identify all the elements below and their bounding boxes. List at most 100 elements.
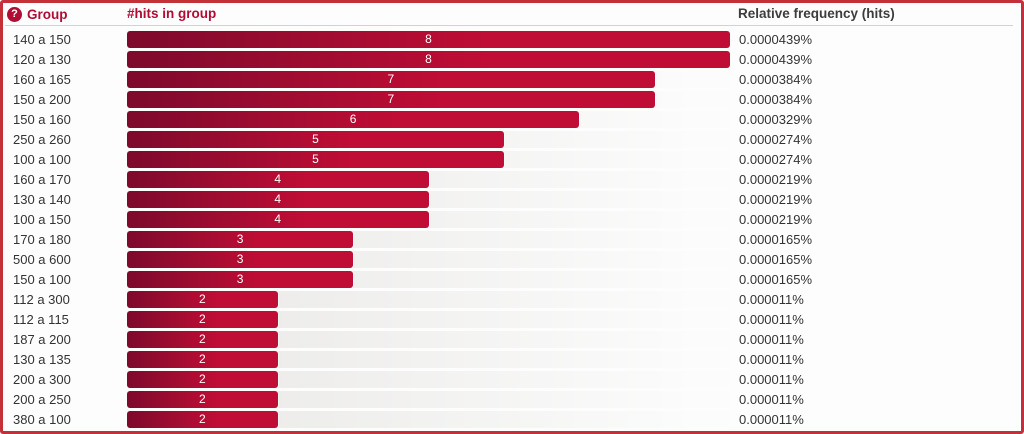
bar-track xyxy=(127,370,730,388)
table-row[interactable]: 130 a 135 2 0.000011% xyxy=(3,349,1021,369)
hits-bar: 2 xyxy=(127,410,278,428)
bar-cell: 8 xyxy=(127,30,730,48)
group-label: 112 a 115 xyxy=(13,311,69,327)
hits-value: 3 xyxy=(236,232,244,246)
hits-bar: 2 xyxy=(127,370,278,388)
hits-value: 5 xyxy=(312,132,319,146)
hits-value: 2 xyxy=(199,312,206,326)
table-row[interactable]: 120 a 130 8 0.0000439% xyxy=(3,49,1021,69)
relative-frequency-value: 0.000011% xyxy=(739,331,804,347)
group-label: 187 a 200 xyxy=(13,331,71,347)
group-label: 170 a 180 xyxy=(13,231,71,247)
hits-bar: 6 xyxy=(127,110,580,128)
bar-cell: 8 xyxy=(127,50,730,68)
hits-value: 7 xyxy=(387,92,395,106)
hits-bar: 3 xyxy=(127,230,354,248)
group-label: 150 a 200 xyxy=(13,91,71,107)
table-body: 140 a 150 8 0.0000439% 120 a 130 8 0.000… xyxy=(3,26,1021,429)
relative-frequency-value: 0.000011% xyxy=(739,291,804,307)
relative-frequency-value: 0.000011% xyxy=(739,411,804,427)
table-row[interactable]: 140 a 150 8 0.0000439% xyxy=(3,29,1021,49)
bar-cell: 2 xyxy=(127,330,730,348)
group-label: 120 a 130 xyxy=(13,51,71,67)
bar-cell: 2 xyxy=(127,290,730,308)
frequency-column-header: Relative frequency (hits) xyxy=(738,6,895,21)
help-icon[interactable]: ? xyxy=(7,6,22,22)
bar-track xyxy=(127,290,730,308)
group-label: 112 a 300 xyxy=(13,291,70,307)
hits-value: 2 xyxy=(199,352,206,366)
hits-value: 2 xyxy=(199,332,206,346)
relative-frequency-value: 0.0000219% xyxy=(739,171,813,187)
hits-bar: 2 xyxy=(127,350,278,368)
relative-frequency-value: 0.0000219% xyxy=(739,191,813,207)
bar-track xyxy=(127,390,730,408)
bar-cell: 4 xyxy=(127,190,730,208)
bar-track xyxy=(127,410,730,428)
group-label: 130 a 135 xyxy=(13,351,71,367)
bar-cell: 2 xyxy=(127,350,730,368)
table-row[interactable]: 170 a 180 3 0.0000165% xyxy=(3,229,1021,249)
relative-frequency-value: 0.0000384% xyxy=(739,71,813,87)
table-row[interactable]: 150 a 100 3 0.0000165% xyxy=(3,269,1021,289)
group-label: 160 a 170 xyxy=(13,171,71,187)
bar-cell: 2 xyxy=(127,410,730,428)
hits-value: 2 xyxy=(199,392,206,406)
hits-bar: 4 xyxy=(127,170,429,188)
relative-frequency-value: 0.000011% xyxy=(739,311,804,327)
table-row[interactable]: 100 a 100 5 0.0000274% xyxy=(3,149,1021,169)
group-label: 140 a 150 xyxy=(13,31,71,47)
table-row[interactable]: 112 a 115 2 0.000011% xyxy=(3,309,1021,329)
table-row[interactable]: 100 a 150 4 0.0000219% xyxy=(3,209,1021,229)
hits-bar: 4 xyxy=(127,210,429,228)
relative-frequency-value: 0.0000439% xyxy=(739,31,813,47)
table-row[interactable]: 500 a 600 3 0.0000165% xyxy=(3,249,1021,269)
group-column-header: Group xyxy=(27,6,68,22)
table-row[interactable]: 200 a 300 2 0.000011% xyxy=(3,369,1021,389)
group-label: 250 a 260 xyxy=(13,131,71,147)
table-row[interactable]: 160 a 170 4 0.0000219% xyxy=(3,169,1021,189)
table-row[interactable]: 112 a 300 2 0.000011% xyxy=(3,289,1021,309)
table-row[interactable]: 160 a 165 7 0.0000384% xyxy=(3,69,1021,89)
hits-value: 8 xyxy=(425,52,432,66)
table-row[interactable]: 250 a 260 5 0.0000274% xyxy=(3,129,1021,149)
bar-cell: 5 xyxy=(127,130,730,148)
table-row[interactable]: 150 a 200 7 0.0000384% xyxy=(3,89,1021,109)
hits-bar: 8 xyxy=(127,50,730,68)
table-row[interactable]: 150 a 160 6 0.0000329% xyxy=(3,109,1021,129)
hits-bar: 7 xyxy=(127,70,655,88)
relative-frequency-value: 0.0000165% xyxy=(739,271,813,287)
hits-bar: 2 xyxy=(127,390,278,408)
hits-value: 6 xyxy=(349,112,357,126)
group-label: 150 a 100 xyxy=(13,271,71,287)
hits-bar: 5 xyxy=(127,130,504,148)
table-row[interactable]: 130 a 140 4 0.0000219% xyxy=(3,189,1021,209)
hits-bar: 4 xyxy=(127,190,429,208)
group-label: 160 a 165 xyxy=(13,71,71,87)
table-row[interactable]: 200 a 250 2 0.000011% xyxy=(3,389,1021,409)
bar-track xyxy=(127,330,730,348)
hits-bar: 2 xyxy=(127,310,278,328)
table-row[interactable]: 380 a 100 2 0.000011% xyxy=(3,409,1021,429)
hits-value: 4 xyxy=(274,172,282,186)
hits-bar: 3 xyxy=(127,250,354,268)
bar-cell: 3 xyxy=(127,230,730,248)
hits-value: 3 xyxy=(236,272,244,286)
relative-frequency-value: 0.0000439% xyxy=(739,51,813,67)
group-label: 200 a 250 xyxy=(13,391,71,407)
hits-value: 2 xyxy=(199,412,206,426)
bar-cell: 3 xyxy=(127,270,730,288)
relative-frequency-value: 0.0000384% xyxy=(739,91,813,107)
hits-header-cell: #hits in group xyxy=(127,5,730,23)
bar-cell: 7 xyxy=(127,70,730,88)
bar-cell: 3 xyxy=(127,250,730,268)
hits-bar: 3 xyxy=(127,270,354,288)
relative-frequency-value: 0.0000329% xyxy=(739,111,813,127)
relative-frequency-value: 0.000011% xyxy=(739,391,804,407)
table-row[interactable]: 187 a 200 2 0.000011% xyxy=(3,329,1021,349)
group-label: 150 a 160 xyxy=(13,111,71,127)
relative-frequency-value: 0.0000274% xyxy=(739,151,813,167)
hits-value: 5 xyxy=(312,152,319,166)
relative-frequency-value: 0.000011% xyxy=(739,371,804,387)
